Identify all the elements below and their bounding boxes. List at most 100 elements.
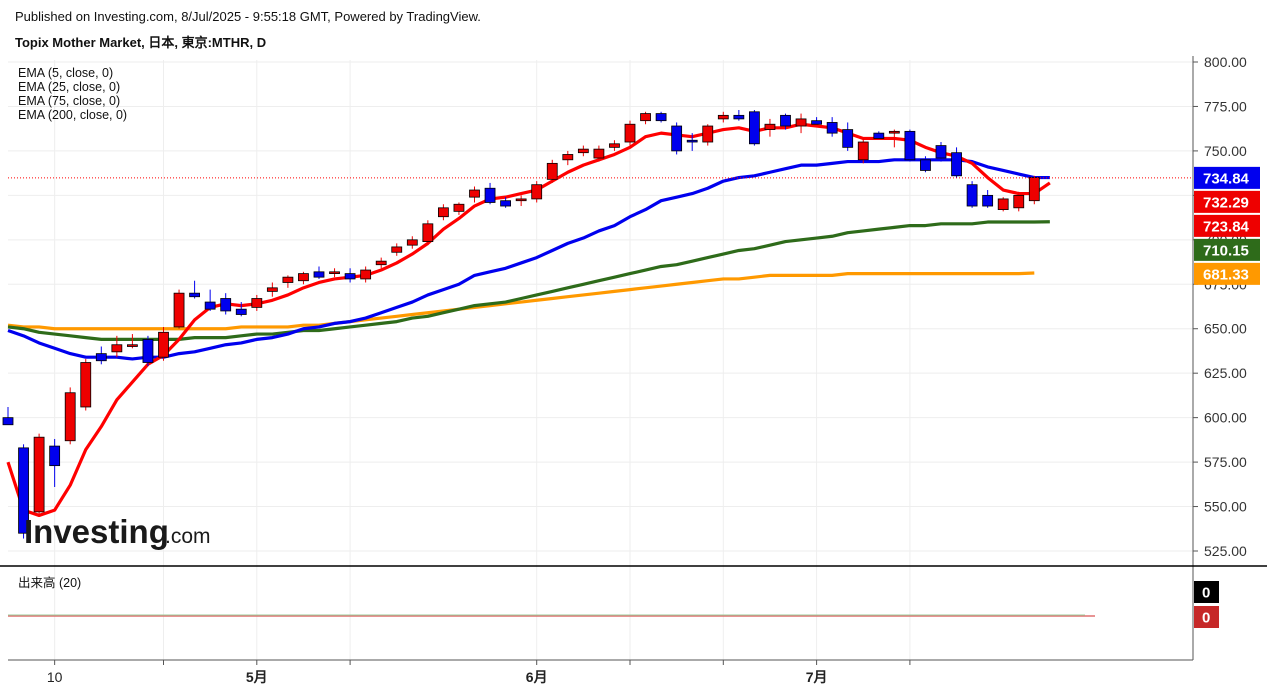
candle bbox=[609, 140, 620, 151]
candle bbox=[624, 120, 636, 146]
price-badge: 732.29 bbox=[1194, 190, 1260, 213]
volume-badge-bg bbox=[1194, 606, 1219, 628]
ema25-line bbox=[7, 158, 1050, 361]
candle bbox=[251, 294, 263, 311]
candle bbox=[640, 111, 651, 125]
price-tick-label: 525.00 bbox=[1204, 543, 1247, 559]
ema75-line bbox=[7, 220, 1050, 341]
candle-body bbox=[251, 298, 263, 308]
candle bbox=[515, 195, 527, 207]
candle-body bbox=[702, 125, 714, 143]
candle bbox=[95, 346, 107, 365]
candle-body bbox=[204, 301, 216, 310]
candle-body bbox=[18, 447, 29, 534]
candle bbox=[422, 220, 434, 246]
candle-body bbox=[842, 129, 854, 148]
candle-body bbox=[500, 200, 512, 207]
price-tick-label: 750.00 bbox=[1204, 143, 1247, 159]
candle bbox=[406, 236, 418, 249]
legend-entry: EMA (75, close, 0) bbox=[18, 94, 120, 108]
candle bbox=[313, 266, 325, 279]
candle bbox=[717, 111, 729, 123]
time-tick-label: 7月 bbox=[806, 669, 828, 685]
candle-body bbox=[609, 143, 620, 148]
candle bbox=[795, 113, 807, 134]
candle-body bbox=[173, 292, 185, 328]
price-badge: 723.84 bbox=[1194, 214, 1260, 237]
candle-body bbox=[640, 113, 651, 122]
candle bbox=[935, 142, 947, 162]
price-badge-bg bbox=[1194, 262, 1260, 285]
candle bbox=[733, 110, 745, 121]
candle bbox=[749, 110, 760, 146]
candle-body bbox=[422, 223, 434, 242]
candle-body bbox=[920, 159, 931, 171]
candle-body bbox=[795, 118, 807, 127]
candle bbox=[686, 133, 698, 151]
candle bbox=[811, 117, 822, 125]
price-badge-label: 732.29 bbox=[1203, 194, 1249, 211]
candle-body bbox=[2, 417, 14, 426]
candle bbox=[158, 326, 169, 361]
published-note: Published on Investing.com, 8/Jul/2025 -… bbox=[15, 9, 481, 24]
candle bbox=[469, 186, 480, 203]
candle-body bbox=[780, 114, 791, 127]
candle-body bbox=[406, 239, 418, 246]
candle bbox=[111, 335, 123, 358]
candle-body bbox=[546, 162, 558, 180]
watermark-suffix: .com bbox=[165, 525, 211, 548]
candle-body bbox=[624, 123, 636, 143]
candle-body bbox=[1013, 194, 1025, 209]
investing-watermark: Investing .com bbox=[24, 513, 211, 550]
price-badge-label: 723.84 bbox=[1203, 218, 1250, 235]
candle bbox=[344, 268, 356, 283]
candle-body bbox=[935, 145, 947, 159]
candle-body bbox=[235, 308, 247, 315]
price-tick-label: 800.00 bbox=[1204, 54, 1247, 70]
candle-body bbox=[593, 148, 605, 159]
volume-badge-label: 0 bbox=[1202, 610, 1210, 627]
candle-body bbox=[811, 120, 822, 125]
candle-body bbox=[717, 114, 729, 120]
candle-body bbox=[189, 292, 201, 298]
ema5-line bbox=[6, 122, 1051, 518]
candle-body bbox=[749, 111, 760, 145]
candle bbox=[888, 129, 900, 148]
candle-body bbox=[515, 198, 527, 202]
candle bbox=[1028, 175, 1040, 205]
candle-body bbox=[329, 271, 340, 275]
candle bbox=[873, 131, 885, 139]
time-tick-label: 10 bbox=[47, 669, 63, 685]
candle bbox=[655, 111, 667, 123]
candle-body bbox=[469, 189, 480, 198]
price-badge-label: 681.33 bbox=[1203, 266, 1249, 283]
candle bbox=[282, 275, 294, 288]
candle-body bbox=[158, 331, 169, 358]
candle-body bbox=[671, 125, 683, 152]
candle bbox=[500, 197, 512, 208]
candle bbox=[80, 358, 92, 411]
candle bbox=[966, 181, 978, 208]
candle-body bbox=[95, 353, 107, 362]
candle-body bbox=[997, 198, 1009, 210]
candle-body bbox=[888, 130, 900, 134]
candle bbox=[298, 271, 309, 285]
candle bbox=[64, 387, 76, 445]
candle bbox=[173, 289, 185, 329]
candle-body bbox=[764, 123, 776, 130]
price-badge-bg bbox=[1194, 190, 1260, 213]
candle bbox=[2, 406, 14, 426]
candle-body bbox=[127, 344, 138, 347]
candle bbox=[391, 243, 403, 256]
candle bbox=[531, 181, 543, 203]
candle-body bbox=[80, 362, 92, 408]
price-tick-label: 575.00 bbox=[1204, 454, 1247, 470]
candle-body bbox=[577, 148, 589, 154]
candle-body bbox=[966, 184, 978, 207]
candle-body bbox=[982, 194, 994, 207]
candle-body bbox=[111, 344, 123, 353]
candle-body bbox=[857, 141, 869, 161]
candle-body bbox=[220, 298, 232, 312]
candle bbox=[329, 268, 340, 278]
